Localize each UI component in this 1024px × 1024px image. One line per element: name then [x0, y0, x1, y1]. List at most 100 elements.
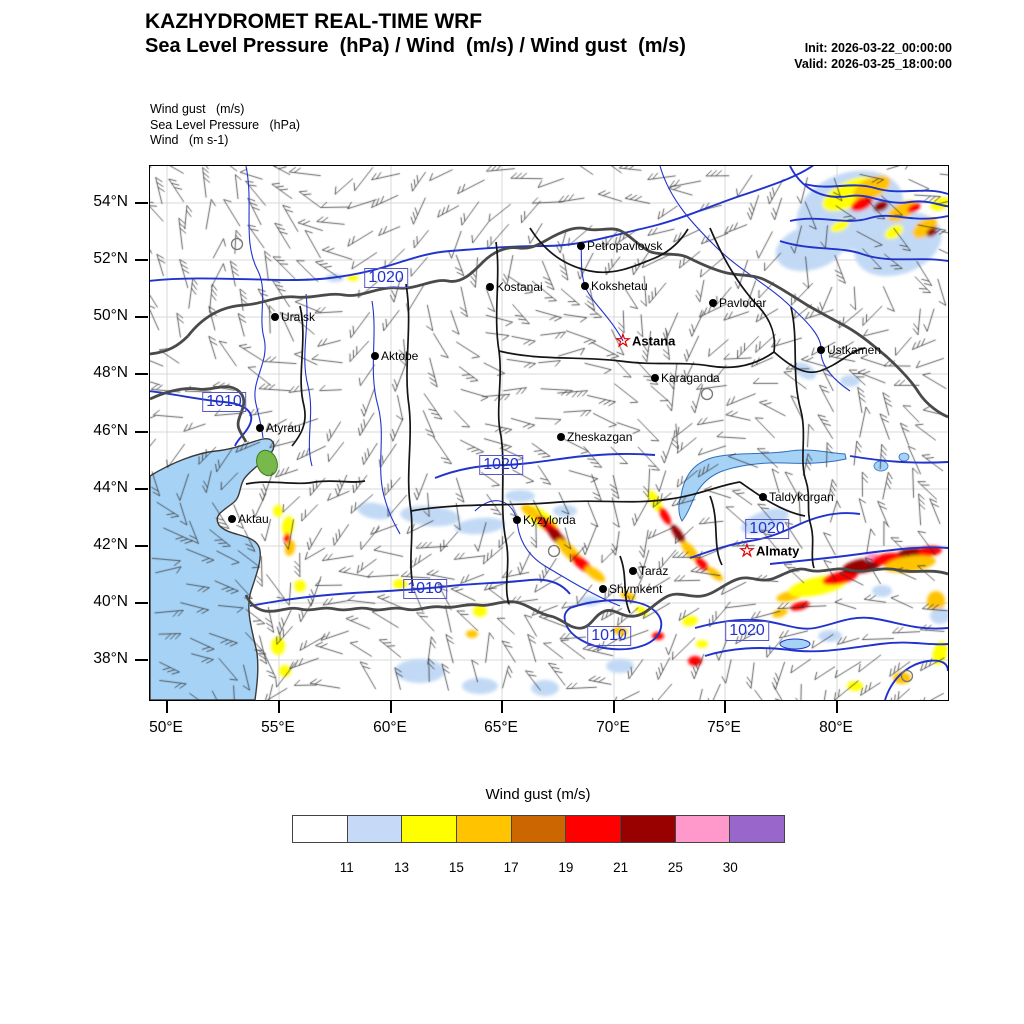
- national-border: [150, 226, 948, 630]
- colorbar-tick-11: 11: [339, 860, 354, 875]
- lat-label-52°N: 52°N: [93, 250, 128, 267]
- lon-tick: [166, 701, 168, 713]
- station-circle: [900, 669, 914, 683]
- page-title: KAZHYDROMET REAL-TIME WRF: [145, 10, 483, 33]
- colorbar-cell-1: [347, 816, 403, 842]
- lon-tick: [724, 701, 726, 713]
- lat-label-48°N: 48°N: [93, 364, 128, 381]
- city-label-petropavlovsk: Petropavlovsk: [587, 239, 663, 253]
- colorbar-tick-30: 30: [722, 860, 738, 875]
- colorbar-cell-2: [402, 816, 458, 842]
- isobar-label-1020-2: 1020: [479, 455, 523, 475]
- init-timestamp: Init: 2026-03-22_00:00:00: [804, 41, 952, 55]
- city-marker-kyzylorda: [513, 516, 521, 524]
- colorbar-cell-5: [566, 816, 622, 842]
- city-marker-ustkamen: [817, 346, 825, 354]
- isobar-label-1020-0: 1020: [364, 268, 408, 288]
- colorbar-cell-4: [511, 816, 567, 842]
- city-label-pavlodar: Pavlodar: [719, 296, 767, 310]
- lat-label-38°N: 38°N: [93, 650, 128, 667]
- page-subtitle: Sea Level Pressure (hPa) / Wind (m/s) / …: [145, 35, 686, 57]
- isobar-label-1010-1: 1010: [202, 392, 246, 412]
- legend-line-slp: Sea Level Pressure (hPa): [150, 117, 301, 132]
- lat-label-42°N: 42°N: [93, 536, 128, 553]
- lon-tick: [390, 701, 392, 713]
- city-marker-pavlodar: [709, 299, 717, 307]
- lon-tick: [501, 701, 503, 713]
- lat-tick: [135, 431, 148, 433]
- city-label-taraz: Taraz: [639, 564, 669, 578]
- city-label-ustkamen: Ustkamen: [827, 343, 882, 357]
- city-marker-taldykorgan: [759, 493, 767, 501]
- lon-tick: [613, 701, 615, 713]
- lat-tick: [135, 659, 148, 661]
- lon-label-80°E: 80°E: [819, 719, 853, 736]
- city-marker-taraz: [629, 567, 637, 575]
- legend-line-wind: Wind (m s-1): [150, 133, 229, 147]
- city-label-aktobe: Aktobe: [381, 349, 419, 363]
- capital-star-icon-astana: ☆: [614, 330, 632, 351]
- lon-label-65°E: 65°E: [484, 719, 518, 736]
- city-marker-kostanai: [486, 283, 494, 291]
- station-circle: [700, 387, 714, 401]
- station-circles: [230, 237, 914, 683]
- city-marker-uralsk: [271, 313, 279, 321]
- colorbar-tick-15: 15: [448, 860, 464, 875]
- colorbar-cell-8: [730, 816, 785, 842]
- lon-tick: [278, 701, 280, 713]
- colorbar-cell-0: [293, 816, 348, 842]
- map-annotation-layer: Petropavlovsk Kostanai Kokshetau Pavlodar Ur…: [150, 166, 948, 700]
- city-label-shymkent: Shymkent: [609, 582, 663, 596]
- colorbar-cell-6: [621, 816, 676, 842]
- colorbar-tick-17: 17: [503, 860, 519, 875]
- city-label-taldykorgan: Taldykorgan: [769, 490, 834, 504]
- oblast-borders: [245, 227, 866, 614]
- city-label-karaganda: Karaganda: [661, 371, 720, 385]
- city-marker-aktobe: [371, 352, 379, 360]
- colorbar: [292, 815, 785, 843]
- colorbar-tick-21: 21: [613, 860, 629, 875]
- colorbar-tick-25: 25: [667, 860, 683, 875]
- lat-tick: [135, 488, 148, 490]
- colorbar-tick-13: 13: [394, 860, 410, 875]
- lon-label-55°E: 55°E: [261, 719, 295, 736]
- isobar-label-1010-5: 1010: [587, 626, 631, 646]
- map-panel: Petropavlovsk Kostanai Kokshetau Pavlodar Ur…: [149, 165, 949, 701]
- map-line-layer: [150, 166, 948, 700]
- lat-tick: [135, 373, 148, 375]
- city-marker-zheskazgan: [557, 433, 565, 441]
- lat-tick: [135, 259, 148, 261]
- city-label-almaty: Almaty: [756, 543, 800, 559]
- colorbar-cell-3: [457, 816, 512, 842]
- city-label-atyrau: Atyrau: [266, 421, 301, 435]
- lat-tick: [135, 602, 148, 604]
- colorbar-tick-19: 19: [558, 860, 574, 875]
- city-label-uralsk: Uralsk: [281, 310, 316, 324]
- city-marker-kokshetau: [581, 282, 589, 290]
- colorbar-title: Wind gust (m/s): [485, 786, 591, 803]
- lon-label-70°E: 70°E: [596, 719, 630, 736]
- lat-tick: [135, 316, 148, 318]
- lat-tick: [135, 202, 148, 204]
- run-timestamps: Init: 2026-03-22_00:00:00 Valid: 2026-03…: [794, 40, 952, 72]
- lon-tick: [836, 701, 838, 713]
- valid-timestamp: Valid: 2026-03-25_18:00:00: [794, 57, 952, 71]
- isobar-label-1010-4: 1010: [403, 579, 447, 599]
- city-label-astana: Astana: [632, 333, 676, 349]
- city-label-kokshetau: Kokshetau: [591, 279, 648, 293]
- city-label-kyzylorda: Kyzylorda: [523, 513, 576, 527]
- lat-label-54°N: 54°N: [93, 193, 128, 210]
- lat-label-50°N: 50°N: [93, 307, 128, 324]
- colorbar-cell-7: [675, 816, 731, 842]
- isobar-label-1020-6: 1020: [725, 621, 769, 641]
- lat-tick: [135, 545, 148, 547]
- station-circle: [547, 544, 561, 558]
- city-marker-shymkent: [599, 585, 607, 593]
- legend-line-windgust: Wind gust (m/s): [150, 102, 245, 116]
- lat-label-40°N: 40°N: [93, 593, 128, 610]
- lat-label-44°N: 44°N: [93, 479, 128, 496]
- rivers: [245, 166, 851, 607]
- isobar-label-1020-3: 1020: [745, 519, 789, 539]
- city-label-kostanai: Kostanai: [496, 280, 543, 294]
